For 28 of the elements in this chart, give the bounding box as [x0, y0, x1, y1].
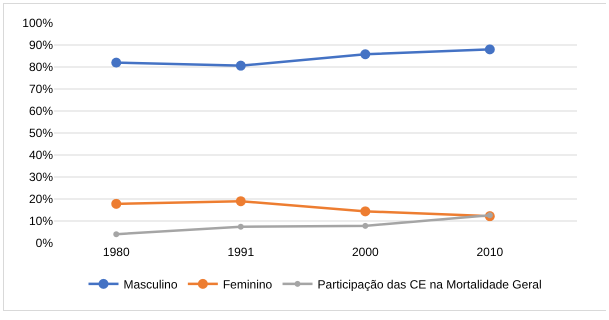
y-tick-label: 80%: [28, 60, 54, 74]
y-tick-label: 100%: [22, 16, 54, 30]
y-tick-label: 90%: [28, 38, 54, 52]
point: [236, 60, 246, 71]
point: [360, 49, 370, 60]
point: [111, 58, 122, 68]
x-tick-label: 1991: [227, 245, 254, 259]
y-tick-label: 60%: [28, 104, 54, 118]
legend-label: Feminino: [222, 278, 273, 292]
point: [360, 206, 370, 216]
point: [113, 231, 120, 238]
y-tick-label: 70%: [28, 82, 54, 96]
y-tick-label: 20%: [28, 192, 54, 206]
point: [111, 198, 122, 209]
point: [238, 224, 244, 230]
y-tick-label: 50%: [28, 126, 54, 140]
point: [236, 196, 246, 206]
x-tick-label: 2010: [476, 245, 504, 259]
y-tick-label: 10%: [28, 214, 54, 228]
x-tick-label: 1980: [102, 245, 130, 259]
y-tick-label: 40%: [28, 148, 54, 162]
point: [484, 44, 495, 54]
y-tick-label: 0%: [36, 236, 54, 250]
y-tick-label: 30%: [28, 170, 54, 184]
legend-label: Participação das CE na Mortalidade Geral: [318, 278, 542, 292]
x-tick-label: 2000: [352, 245, 379, 259]
legend-label: Masculino: [124, 278, 178, 292]
point: [362, 222, 368, 229]
